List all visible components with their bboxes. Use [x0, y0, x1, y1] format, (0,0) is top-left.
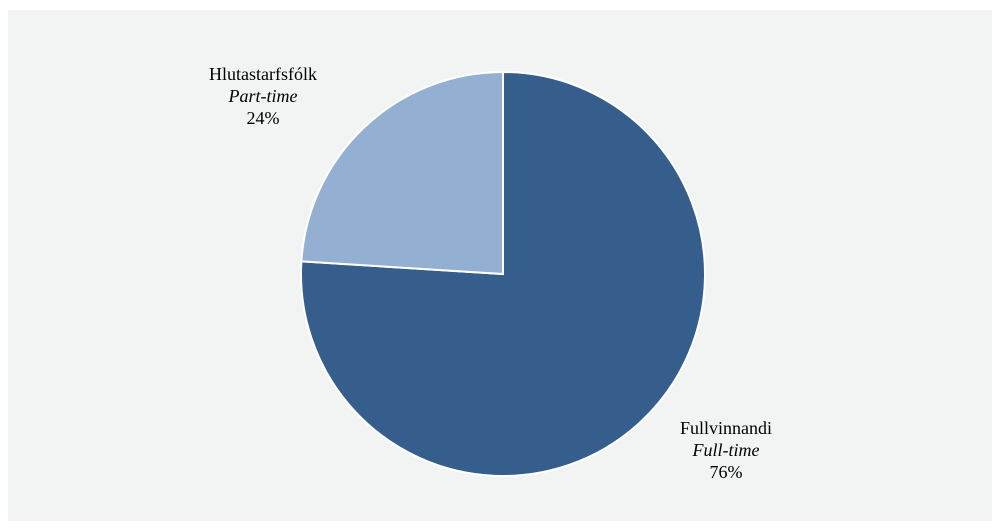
- slice-label-en: Part-time: [228, 86, 298, 106]
- slice-label: Hlutastarfsfólk Part-time 24%: [209, 64, 317, 128]
- slice-label-is: Hlutastarfsfólk: [209, 64, 317, 84]
- slice-label-en: Full-time: [692, 440, 760, 460]
- slice-label: Fullvinnandi Full-time 76%: [680, 418, 772, 482]
- pie-slices: [300, 70, 707, 477]
- slice-value-label: 76%: [710, 462, 743, 482]
- slice-label-is: Fullvinnandi: [680, 418, 772, 438]
- slice-value-label: 24%: [247, 108, 280, 128]
- pie-labels: Fullvinnandi Full-time 76% Hlutastarfsfólk P…: [209, 64, 772, 482]
- pie-slice-part-time: [300, 70, 504, 276]
